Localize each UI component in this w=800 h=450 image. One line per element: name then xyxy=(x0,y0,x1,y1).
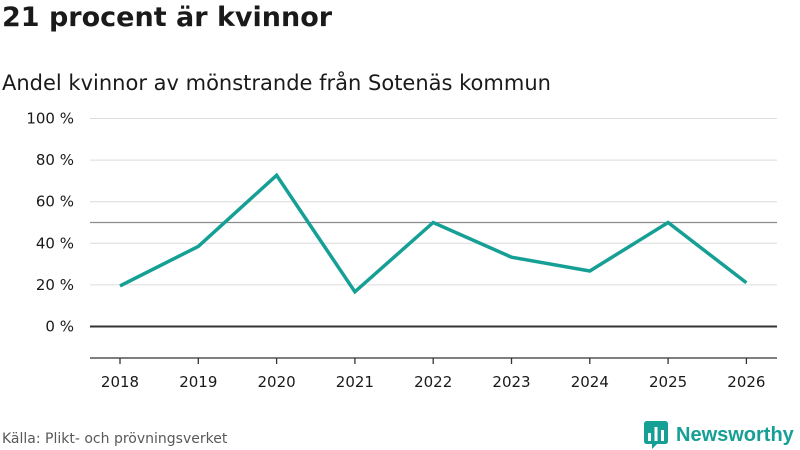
axis-layer: 0 % 20 % 40 % 60 % 80 % 100 % 2018 2019 2020 2021… xyxy=(26,110,777,391)
x-tick-label: 2020 xyxy=(258,373,296,391)
x-tick-label: 2022 xyxy=(414,373,452,391)
chart-title: 21 procent är kvinnor xyxy=(2,2,333,33)
chart-subtitle: Andel kvinnor av mönstrande från Sotenäs… xyxy=(2,71,551,95)
y-tick-label: 0 % xyxy=(45,318,74,336)
x-tick-label: 2019 xyxy=(179,373,217,391)
grid-layer xyxy=(90,118,777,328)
x-tick-label: 2023 xyxy=(492,373,530,391)
source-note: Källa: Plikt- och prövningsverket xyxy=(2,431,228,447)
y-tick-label: 20 % xyxy=(36,276,74,294)
x-tick-label: 2024 xyxy=(571,373,609,391)
y-tick-label: 60 % xyxy=(36,193,74,211)
x-tick-label: 2025 xyxy=(649,373,687,391)
series-layer xyxy=(119,172,748,295)
x-tick-label: 2018 xyxy=(101,373,139,391)
x-tick-label: 2021 xyxy=(336,373,374,391)
newsworthy-logo-icon xyxy=(644,421,668,449)
y-tick-label: 40 % xyxy=(36,234,74,252)
y-tick-label: 100 % xyxy=(26,110,74,128)
brand-name: Newsworthy xyxy=(676,423,794,446)
x-tick-label: 2026 xyxy=(727,373,765,391)
brand[interactable]: Newsworthy xyxy=(644,420,794,450)
series-line xyxy=(119,172,748,295)
y-tick-label: 80 % xyxy=(36,151,74,169)
